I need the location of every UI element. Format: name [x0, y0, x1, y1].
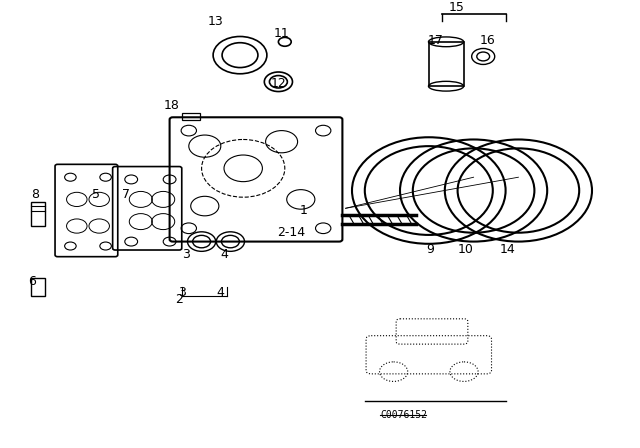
Text: 4: 4 [220, 248, 228, 261]
Text: 5: 5 [92, 188, 100, 201]
Text: 13: 13 [208, 15, 223, 28]
Text: 8: 8 [31, 188, 39, 201]
Text: 16: 16 [480, 34, 495, 47]
Bar [31, 278, 45, 296]
Text: 4: 4 [217, 286, 225, 299]
Text: 10: 10 [458, 243, 473, 256]
Text: 14: 14 [500, 243, 515, 256]
Text: 6: 6 [28, 275, 36, 288]
Text: C0076152: C0076152 [381, 410, 428, 420]
Text: 1: 1 [300, 204, 308, 217]
Text: 2: 2 [175, 293, 183, 306]
Text: 12: 12 [271, 77, 286, 90]
Bar [429, 42, 464, 86]
Text: 2-14: 2-14 [277, 226, 305, 239]
Text: 18: 18 [164, 99, 179, 112]
Text: 11: 11 [274, 27, 289, 40]
Text: 15: 15 [449, 1, 464, 14]
Bar [182, 113, 200, 120]
Bar [31, 202, 45, 226]
Text: 9: 9 [426, 243, 434, 256]
Text: 17: 17 [428, 34, 443, 47]
Text: 3: 3 [179, 286, 186, 299]
Text: 7: 7 [122, 188, 130, 201]
Text: 3: 3 [182, 248, 189, 261]
